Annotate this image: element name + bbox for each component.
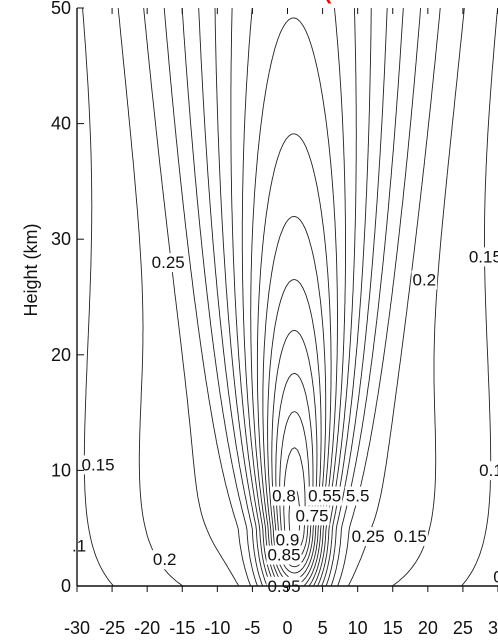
- contour-label: 0.15: [394, 527, 427, 546]
- x-tick-label: 15: [383, 618, 403, 638]
- y-tick-label: 10: [51, 460, 71, 480]
- x-tick-label: 5: [318, 618, 328, 638]
- x-tick-label: -5: [244, 618, 260, 638]
- contour-labels: 0.25 0.2 0.15 0.15 .1 0.2 0.8 0.55 5.5 0.75 0.9 0.2…: [71, 247, 498, 596]
- x-tick-label: -20: [134, 618, 160, 638]
- contour-label-background: [492, 567, 498, 587]
- x-tick-label: -25: [99, 618, 125, 638]
- contour-label: 0.15: [82, 455, 115, 474]
- contour-label-background: [71, 536, 88, 556]
- contour-line: [262, 215, 327, 586]
- contour-label: 0.8: [272, 487, 296, 506]
- contour-label: 0.1: [479, 461, 498, 480]
- x-tick-label: 10: [348, 618, 368, 638]
- contour-line: [214, 8, 372, 586]
- contour-label: 0.25: [352, 527, 385, 546]
- contour-label-background: [80, 455, 116, 475]
- x-tick-label: -30: [64, 618, 90, 638]
- contour-label-background: [307, 486, 343, 506]
- contour-line: [181, 8, 404, 586]
- contour-label-background: [266, 545, 302, 565]
- contour-label: 5.5: [346, 487, 370, 506]
- y-tick-labels: 0 10 20 30 40 50: [51, 0, 84, 596]
- x-tick-label: 30: [488, 618, 498, 638]
- x-tick-labels: -30 -25 -20 -15 -10 -5 0 5 10 15 20 25 30: [64, 8, 498, 638]
- contour-label-background: [467, 247, 498, 267]
- contour-label: 0.25: [152, 253, 185, 272]
- contour-label-background: [411, 270, 438, 290]
- contour-label: 0.9: [276, 531, 300, 550]
- y-tick-label: 20: [51, 345, 71, 365]
- contour-line: [117, 8, 465, 586]
- contour-label-background: [344, 486, 371, 506]
- contour-label-background: [392, 527, 428, 547]
- contour-label: 0.55: [308, 487, 341, 506]
- contour-label: 0.75: [296, 506, 329, 525]
- contour-label: .1: [72, 536, 86, 555]
- y-tick-label: 40: [51, 114, 71, 134]
- contour-line: [143, 8, 441, 586]
- contour-label-background: [271, 486, 297, 506]
- contour-label: 0.15: [469, 247, 498, 266]
- x-tick-label: 20: [418, 618, 438, 638]
- y-tick-label: 30: [51, 229, 71, 249]
- y-axis-title: Height (km): [21, 223, 41, 316]
- y-tick-label: 0: [61, 576, 71, 596]
- x-tick-label: 0: [282, 618, 292, 638]
- contour-label-background: [478, 461, 498, 481]
- contour-line: [230, 8, 357, 586]
- x-tick-label: 25: [453, 618, 473, 638]
- contour-label-background: [151, 550, 178, 570]
- contour-label: 0.2: [153, 550, 177, 569]
- x-tick-label: -10: [204, 618, 230, 638]
- contour-label-background: [274, 530, 301, 550]
- chart-title-fragment: (: [324, 0, 332, 4]
- contour-label: 0.85: [267, 546, 300, 565]
- x-tick-label: -15: [169, 618, 195, 638]
- contour-label-background: [350, 527, 386, 547]
- contour-line: [241, 8, 346, 586]
- contour-label-background: [294, 506, 330, 526]
- contour-label: 0.2: [413, 270, 437, 289]
- contour-line: [198, 8, 388, 586]
- contour-label-background: [150, 253, 186, 273]
- contour-lines: [82, 8, 498, 586]
- contour-label: 0: [493, 568, 498, 587]
- y-tick-label: 50: [51, 0, 71, 18]
